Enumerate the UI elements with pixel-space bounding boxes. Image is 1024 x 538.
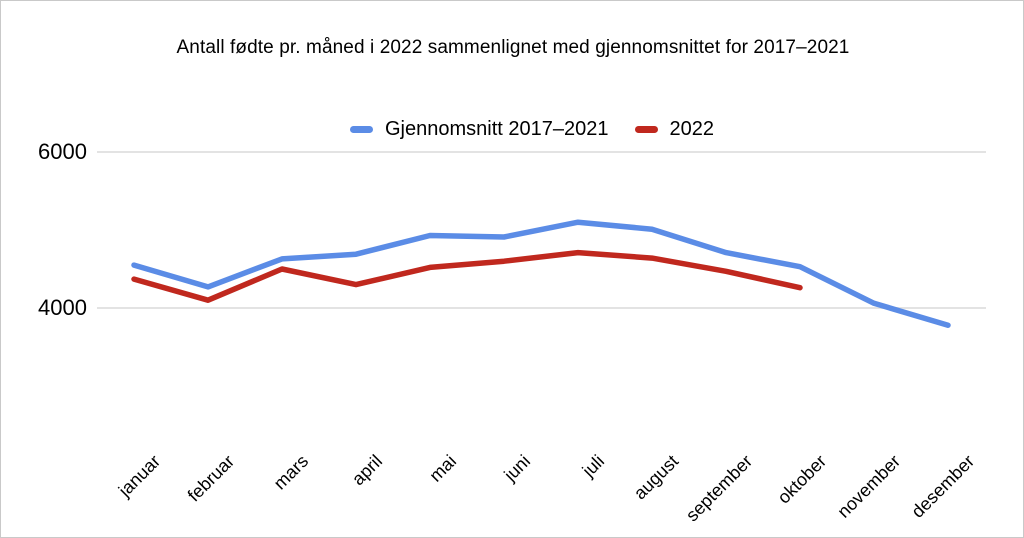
line-2022 [131,249,803,303]
legend-item-average: Gjennomsnitt 2017–2021 [350,118,609,141]
y-axis-tick-4000: 4000 [38,295,87,320]
y-axis-tick-6000: 6000 [38,139,87,164]
legend-swatch-2022 [634,126,658,133]
legend-item-2022: 2022 [634,118,715,141]
legend-label-2022: 2022 [669,118,715,140]
legend-swatch-average [350,126,373,133]
chart-title: Antall fødte pr. måned i 2022 sammenlign… [176,37,850,58]
legend: Gjennomsnitt 2017–2021 2022 [1,118,1024,141]
line-average-2017-2021 [131,219,951,328]
legend-label-average: Gjennomsnitt 2017–2021 [385,118,609,140]
